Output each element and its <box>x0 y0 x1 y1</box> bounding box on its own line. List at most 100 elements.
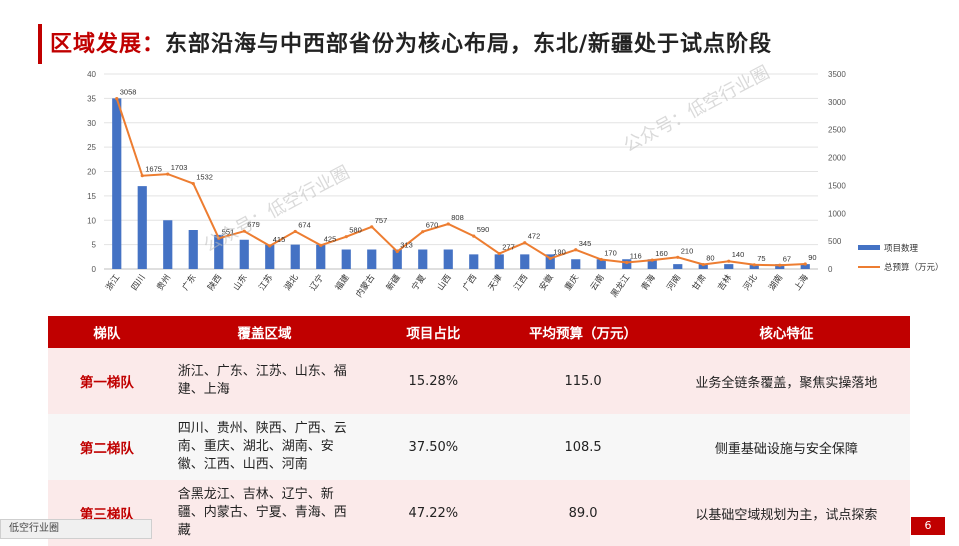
y-right-tick-label: 500 <box>828 237 842 246</box>
bar <box>392 249 402 269</box>
y-right-tick-label: 0 <box>828 265 833 274</box>
bar <box>290 244 300 269</box>
tier-regions: 浙江、广东、江苏、山东、福 建、上海 <box>165 348 364 414</box>
tier-regions-line: 藏 <box>177 523 191 538</box>
budget-point <box>446 222 450 226</box>
tier-regions-line: 徽、江西、山西、河南 <box>177 457 308 472</box>
budget-point <box>140 174 144 178</box>
bar <box>137 186 147 269</box>
bar <box>647 259 657 269</box>
header-tier: 梯队 <box>48 316 166 348</box>
budget-point <box>395 249 399 254</box>
table-header-row: 梯队 覆盖区域 项目占比 平均预算（万元） 核心特征 <box>48 316 910 348</box>
budget-point <box>676 255 680 259</box>
budget-point <box>778 263 782 267</box>
y-left-tick-label: 20 <box>87 168 96 177</box>
data-label: 425 <box>324 234 337 243</box>
budget-point <box>701 262 705 267</box>
data-label: 670 <box>426 221 439 230</box>
bar <box>673 264 683 269</box>
data-label: 3058 <box>120 88 137 97</box>
category-label: 上海 <box>792 272 811 293</box>
category-label: 陕西 <box>205 272 224 292</box>
y-right-tick-label: 1500 <box>828 181 846 190</box>
region-chart: 0 5 10 15 20 25 30 35 40 0 500 1000 1500 2000 2500 3000… <box>87 70 943 300</box>
category-label: 广东 <box>180 272 199 292</box>
budget-point <box>497 251 501 256</box>
tier-feature: 业务全链条覆盖，聚焦实操落地 <box>662 348 910 414</box>
category-label: 广西 <box>460 272 479 292</box>
y-right-tick-label: 2000 <box>828 154 846 163</box>
data-label: 679 <box>247 220 260 229</box>
bar <box>367 249 377 269</box>
category-label: 河北 <box>741 272 760 293</box>
budget-point <box>293 229 297 234</box>
data-label: 674 <box>298 220 311 229</box>
tier-share: 15.28% <box>363 348 504 414</box>
category-label: 贵州 <box>154 272 173 292</box>
bar <box>571 259 581 269</box>
data-label: 757 <box>375 216 388 225</box>
tier-name: 第二梯队 <box>48 414 166 480</box>
category-label: 青海 <box>639 272 658 293</box>
legend-bar-swatch <box>858 245 880 250</box>
budget-point <box>319 243 323 247</box>
category-label: 安徽 <box>537 272 556 293</box>
y-left-tick-label: 35 <box>87 94 96 103</box>
footer-tab[interactable]: 低空行业圈 <box>0 519 152 539</box>
budget-point <box>523 241 527 245</box>
data-label: 313 <box>400 241 413 250</box>
category-label: 云南 <box>588 272 607 292</box>
bar <box>494 254 504 269</box>
data-label: 590 <box>477 225 490 234</box>
title-rest: 东部沿海与中西部省份为核心布局，东北/新疆处于试点阶段 <box>165 32 773 57</box>
bar <box>520 254 530 269</box>
tier-regions-line: 浙江、广东、江苏、山东、福 <box>177 364 347 379</box>
data-label: 210 <box>681 246 694 255</box>
budget-point <box>421 230 425 234</box>
y-right-tick-label: 3500 <box>828 70 846 79</box>
category-label: 四川 <box>130 273 148 293</box>
bar <box>698 264 708 269</box>
budget-point <box>599 257 603 262</box>
tier-share: 47.22% <box>363 480 504 546</box>
category-label: 宁夏 <box>409 272 428 293</box>
bar <box>800 264 810 269</box>
budget-point <box>472 234 476 238</box>
data-label: 415 <box>273 235 286 244</box>
y-right-tick-label: 2500 <box>828 126 846 135</box>
bar <box>316 244 326 269</box>
budget-point <box>191 182 195 186</box>
category-label: 甘肃 <box>690 272 709 293</box>
budget-point <box>752 263 756 267</box>
data-label: 1532 <box>196 173 213 182</box>
data-label: 80 <box>706 254 714 263</box>
table-row: 第三梯队 含黑龙江、吉林、辽宁、新 疆、内蒙古、宁夏、青海、西藏 47.22% 8… <box>48 480 910 546</box>
budget-point <box>217 236 221 240</box>
header-region: 覆盖区域 <box>165 316 364 348</box>
budget-point <box>548 256 552 261</box>
bar <box>418 249 428 269</box>
data-label: 472 <box>528 232 541 241</box>
data-label: 90 <box>808 253 816 262</box>
category-label: 吉林 <box>715 272 734 293</box>
data-label: 580 <box>349 226 362 235</box>
budget-point <box>803 262 807 266</box>
bar <box>596 259 606 269</box>
tier-regions-line: 含黑龙江、吉林、辽宁、新 <box>177 487 334 502</box>
title-lead: 区域发展： <box>50 32 166 57</box>
page-title: 区域发展：东部沿海与中西部省份为核心布局，东北/新疆处于试点阶段 <box>50 26 772 58</box>
tier-regions: 四川、贵州、陕西、广西、云 南、重庆、湖北、湖南、安 徽、江西、山西、河南 <box>165 414 364 480</box>
tier-regions-line: 建、上海 <box>177 382 230 397</box>
category-label: 江西 <box>512 273 530 293</box>
data-label: 75 <box>757 254 765 263</box>
category-label: 福建 <box>333 272 352 293</box>
category-label: 内蒙古 <box>354 272 378 300</box>
tier-regions-line: 四川、贵州、陕西、广西、云 <box>177 421 347 436</box>
budget-line <box>115 98 806 267</box>
data-label: 160 <box>655 249 668 258</box>
tier-budget: 108.5 <box>503 414 663 480</box>
category-label: 山西 <box>435 272 454 292</box>
category-label: 新疆 <box>384 272 403 293</box>
budget-point <box>650 258 654 262</box>
